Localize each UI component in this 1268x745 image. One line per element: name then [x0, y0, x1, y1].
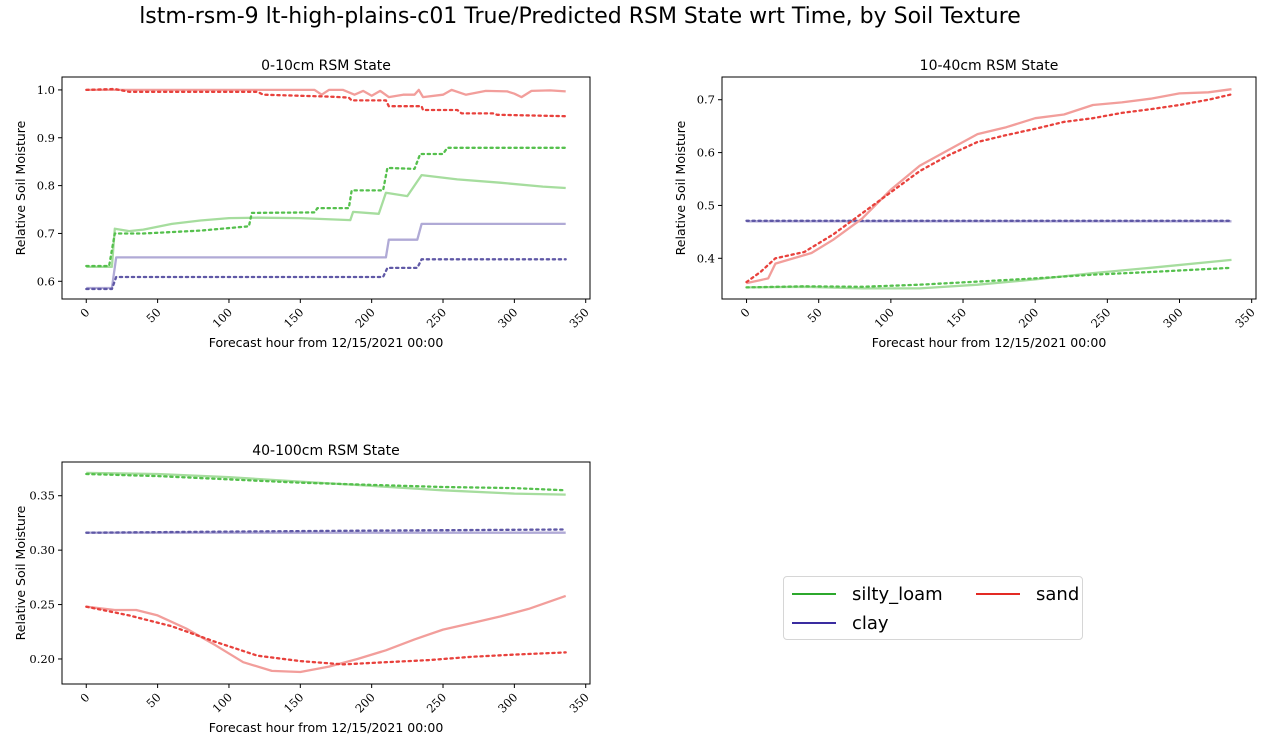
figure-title: lstm-rsm-9 lt-high-plains-c01 True/Predi…	[139, 4, 1021, 29]
x-tick-label: 150	[281, 305, 306, 330]
y-tick-label: 0.4	[697, 251, 715, 265]
x-tick-label: 200	[352, 690, 377, 715]
x-tick-label: 50	[143, 305, 163, 325]
legend-item-clay: clay	[792, 611, 889, 635]
x-tick-label: 350	[1232, 305, 1257, 330]
x-tick-label: 0	[77, 690, 92, 705]
x-axis-label: Forecast hour from 12/15/2021 00:00	[872, 335, 1107, 350]
series-silty_loam-pred-line	[85, 472, 567, 492]
x-tick-label: 100	[872, 305, 897, 330]
series-sand-true-line	[746, 88, 1232, 285]
x-tick-label: 150	[944, 305, 969, 330]
y-tick-label: 0.35	[29, 489, 55, 503]
y-tick-label: 1.0	[37, 83, 55, 97]
series-silty_loam-true-line	[86, 173, 566, 269]
legend-swatch-sand	[976, 593, 1020, 595]
y-axis-label: Relative Soil Moisture	[13, 120, 28, 255]
chart-3: 0 50 100 150 200 250 300 350 0.20 0.25 0.30 0.35 40-…	[13, 443, 592, 735]
legend-item-sand: sand	[976, 582, 1079, 606]
x-tick-label: 300	[495, 305, 520, 330]
chart-2: 0 50 100 150 200 250 300 350 0.4 0.5 0.6 0.7 10-40cm…	[673, 58, 1258, 350]
chart-title: 40-100cm RSM State	[252, 443, 400, 459]
y-tick-label: 0.20	[29, 652, 55, 666]
series-sand-pred-line	[85, 605, 567, 666]
x-tick-label: 300	[495, 690, 520, 715]
x-tick-label: 250	[424, 305, 449, 330]
x-tick-label: 50	[143, 690, 163, 710]
legend-label-silty-loam: silty_loam	[852, 583, 943, 605]
x-axis-label: Forecast hour from 12/15/2021 00:00	[209, 720, 444, 735]
series-sand-pred-line	[85, 87, 567, 118]
x-tick-label: 300	[1160, 305, 1185, 330]
legend-label-clay: clay	[852, 612, 889, 634]
plot-frame	[721, 76, 1257, 300]
x-tick-label: 50	[805, 305, 825, 325]
y-tick-label: 0.9	[37, 131, 55, 145]
series-silty_loam-pred-line	[745, 266, 1233, 289]
x-tick-label: 150	[281, 690, 306, 715]
series-silty_loam-true-line	[86, 471, 566, 496]
series-clay-pred-line	[85, 528, 567, 534]
series-clay-pred-line	[85, 258, 567, 291]
y-tick-label: 0.6	[697, 146, 715, 160]
x-tick-label: 100	[210, 305, 235, 330]
y-tick-label: 0.5	[697, 198, 715, 212]
x-tick-label: 200	[352, 305, 377, 330]
series-clay-true-line	[86, 222, 566, 290]
series-sand-pred-line	[745, 93, 1233, 284]
chart-title: 10-40cm RSM State	[920, 58, 1059, 74]
plot-frame	[61, 461, 591, 685]
series-silty_loam-pred-line	[85, 146, 567, 268]
series-silty_loam-true-line	[746, 258, 1232, 290]
y-axis-label: Relative Soil Moisture	[673, 120, 688, 255]
y-tick-label: 0.7	[697, 93, 715, 107]
series-sand-true-line	[86, 594, 567, 674]
chart-title: 0-10cm RSM State	[261, 58, 391, 74]
plot-frame	[61, 76, 591, 300]
x-tick-label: 0	[738, 305, 753, 320]
x-tick-label: 350	[566, 690, 591, 715]
x-tick-label: 200	[1016, 305, 1041, 330]
x-tick-label: 250	[424, 690, 449, 715]
legend: silty_loam clay sand	[783, 576, 1083, 640]
y-tick-label: 0.8	[37, 179, 55, 193]
x-tick-label: 250	[1088, 305, 1113, 330]
legend-swatch-silty-loam	[792, 593, 836, 595]
y-tick-label: 0.25	[29, 598, 55, 612]
x-tick-label: 100	[210, 690, 235, 715]
x-tick-label: 350	[566, 305, 591, 330]
y-axis-label: Relative Soil Moisture	[13, 505, 28, 640]
legend-label-sand: sand	[1036, 583, 1080, 605]
y-tick-label: 0.6	[37, 274, 55, 288]
y-tick-label: 0.7	[37, 226, 55, 240]
legend-swatch-clay	[792, 622, 836, 624]
series-sand-true-line	[86, 88, 566, 99]
x-axis-label: Forecast hour from 12/15/2021 00:00	[209, 335, 444, 350]
x-tick-label: 0	[77, 305, 92, 320]
y-tick-label: 0.30	[29, 543, 55, 557]
chart-1: 0 50 100 150 200 250 300 350 0.6 0.7 0.8 0.9 1.0 0-10…	[13, 58, 592, 350]
legend-item-silty-loam: silty_loam	[792, 582, 943, 606]
